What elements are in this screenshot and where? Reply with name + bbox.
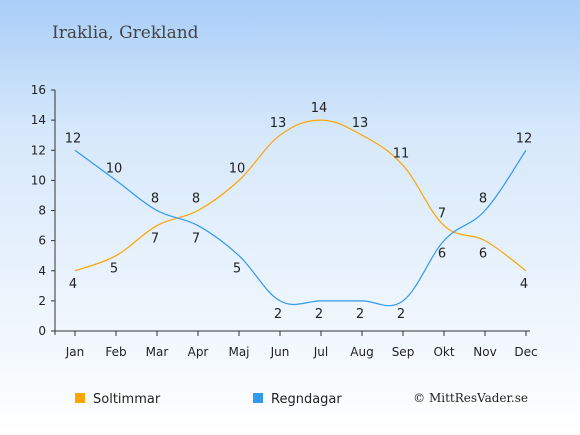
x-tick-label: Feb [105, 345, 126, 359]
y-tick-label: 16 [31, 83, 46, 97]
legend: Soltimmar Regndagar [75, 392, 342, 407]
data-label-regndagar: 5 [233, 262, 241, 277]
data-label-regndagar: 12 [65, 131, 82, 146]
series-line-regndagar [74, 149, 527, 307]
data-label-regndagar: 10 [106, 161, 123, 176]
copyright-text: © MittResVader.se [413, 391, 528, 405]
x-tick-label: Apr [188, 345, 209, 359]
data-label-soltimmar: 10 [229, 161, 246, 176]
data-label-regndagar: 12 [516, 131, 533, 146]
x-tick-label: Nov [473, 345, 496, 359]
y-tick-label: 4 [38, 264, 46, 278]
x-tick-label: Maj [228, 345, 249, 359]
data-label-regndagar: 8 [151, 192, 159, 207]
y-tick-label: 12 [31, 143, 46, 157]
y-tick-label: 6 [38, 234, 46, 248]
y-tick-label: 14 [31, 113, 46, 127]
data-label-soltimmar: 8 [192, 192, 200, 207]
y-tick-label: 0 [38, 324, 46, 338]
data-label-regndagar: 6 [438, 247, 446, 262]
x-tick-label: Aug [350, 345, 373, 359]
data-label-soltimmar: 14 [311, 101, 328, 116]
x-tick-label: Jan [65, 345, 85, 359]
legend-label-regndagar: Regndagar [271, 392, 342, 407]
data-label-soltimmar: 4 [520, 277, 528, 292]
data-label-soltimmar: 7 [151, 232, 159, 247]
legend-swatch-soltimmar [75, 393, 85, 403]
x-tick-label: Jun [270, 345, 290, 359]
data-label-soltimmar: 5 [110, 262, 118, 277]
data-label-soltimmar: 7 [438, 207, 446, 222]
data-labels: 4 5 7 8 10 13 14 13 11 7 6 4 12 10 8 7 5 2 2 2 2 6 8 12 [65, 101, 533, 322]
data-label-regndagar: 2 [397, 307, 405, 322]
data-label-soltimmar: 13 [352, 116, 369, 131]
data-label-regndagar: 7 [192, 232, 200, 247]
y-tick-label: 10 [31, 173, 46, 187]
axes [51, 89, 530, 336]
series-line-soltimmar [74, 119, 527, 272]
x-tick-label: Okt [433, 345, 454, 359]
x-tick-label: Dec [514, 345, 537, 359]
data-label-soltimmar: 11 [393, 146, 410, 161]
y-tick-label: 8 [38, 204, 46, 218]
y-tick-label: 2 [38, 294, 46, 308]
x-tick-label: Sep [392, 345, 415, 359]
x-tick-label: Jul [313, 345, 328, 359]
data-label-regndagar: 2 [356, 307, 364, 322]
data-label-regndagar: 8 [479, 192, 487, 207]
data-label-soltimmar: 13 [270, 116, 287, 131]
data-label-soltimmar: 6 [479, 247, 487, 262]
data-label-soltimmar: 4 [69, 277, 77, 292]
legend-swatch-regndagar [253, 393, 263, 403]
x-tick-label: Mar [146, 345, 169, 359]
legend-label-soltimmar: Soltimmar [93, 392, 161, 407]
data-label-regndagar: 2 [274, 307, 282, 322]
tick-labels: 0 2 4 6 8 10 12 14 16 Jan Feb Mar Apr Maj Jun Jul Aug Sep… [31, 83, 538, 359]
chart-title: Iraklia, Grekland [52, 23, 199, 43]
data-label-regndagar: 2 [315, 307, 323, 322]
series-lines [74, 119, 527, 307]
